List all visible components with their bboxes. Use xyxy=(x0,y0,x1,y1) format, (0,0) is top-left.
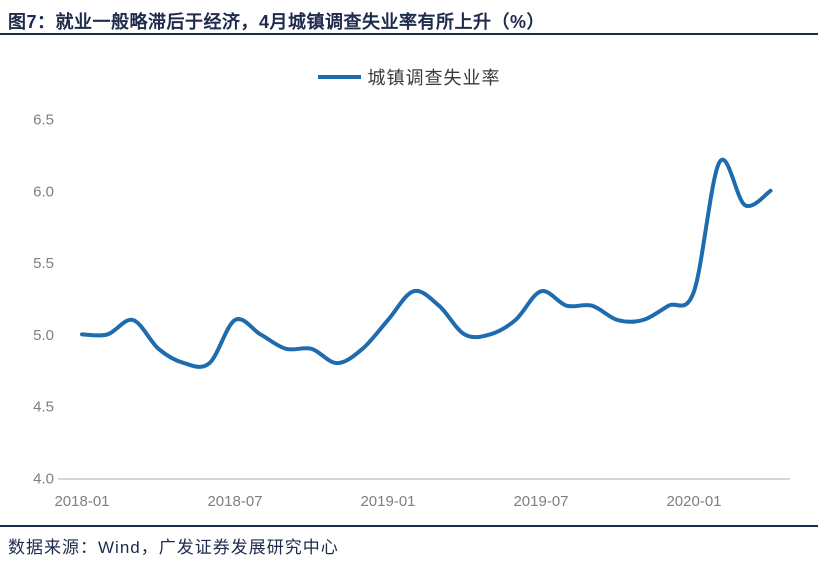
legend-label: 城镇调查失业率 xyxy=(367,68,501,88)
y-tick-label: 5.5 xyxy=(33,255,54,272)
y-tick-label: 6.5 xyxy=(33,112,54,129)
x-tick-label: 2019-01 xyxy=(360,493,415,510)
x-tick-label: 2019-07 xyxy=(513,493,568,510)
x-tick-label: 2020-01 xyxy=(666,493,721,510)
y-tick-label: 4.0 xyxy=(33,471,54,488)
chart-legend: 城镇调查失业率 xyxy=(0,66,818,88)
footer: 数据来源：Wind，广发证券发展研究中心 xyxy=(0,525,818,563)
y-tick-label: 5.0 xyxy=(33,327,54,344)
x-tick-label: 2018-01 xyxy=(54,493,109,510)
unemployment-rate-line xyxy=(80,157,773,369)
figure-title: 图7：就业一般略滞后于经济，4月城镇调查失业率有所上升（%） xyxy=(0,0,818,35)
x-tick-label: 2018-07 xyxy=(207,493,262,510)
data-source: 数据来源：Wind，广发证券发展研究中心 xyxy=(8,538,339,557)
figure-title-text: 图7：就业一般略滞后于经济，4月城镇调查失业率有所上升（%） xyxy=(8,12,546,32)
y-tick-label: 4.5 xyxy=(33,399,54,416)
legend-line-swatch xyxy=(317,75,361,79)
y-tick-label: 6.0 xyxy=(33,183,54,200)
